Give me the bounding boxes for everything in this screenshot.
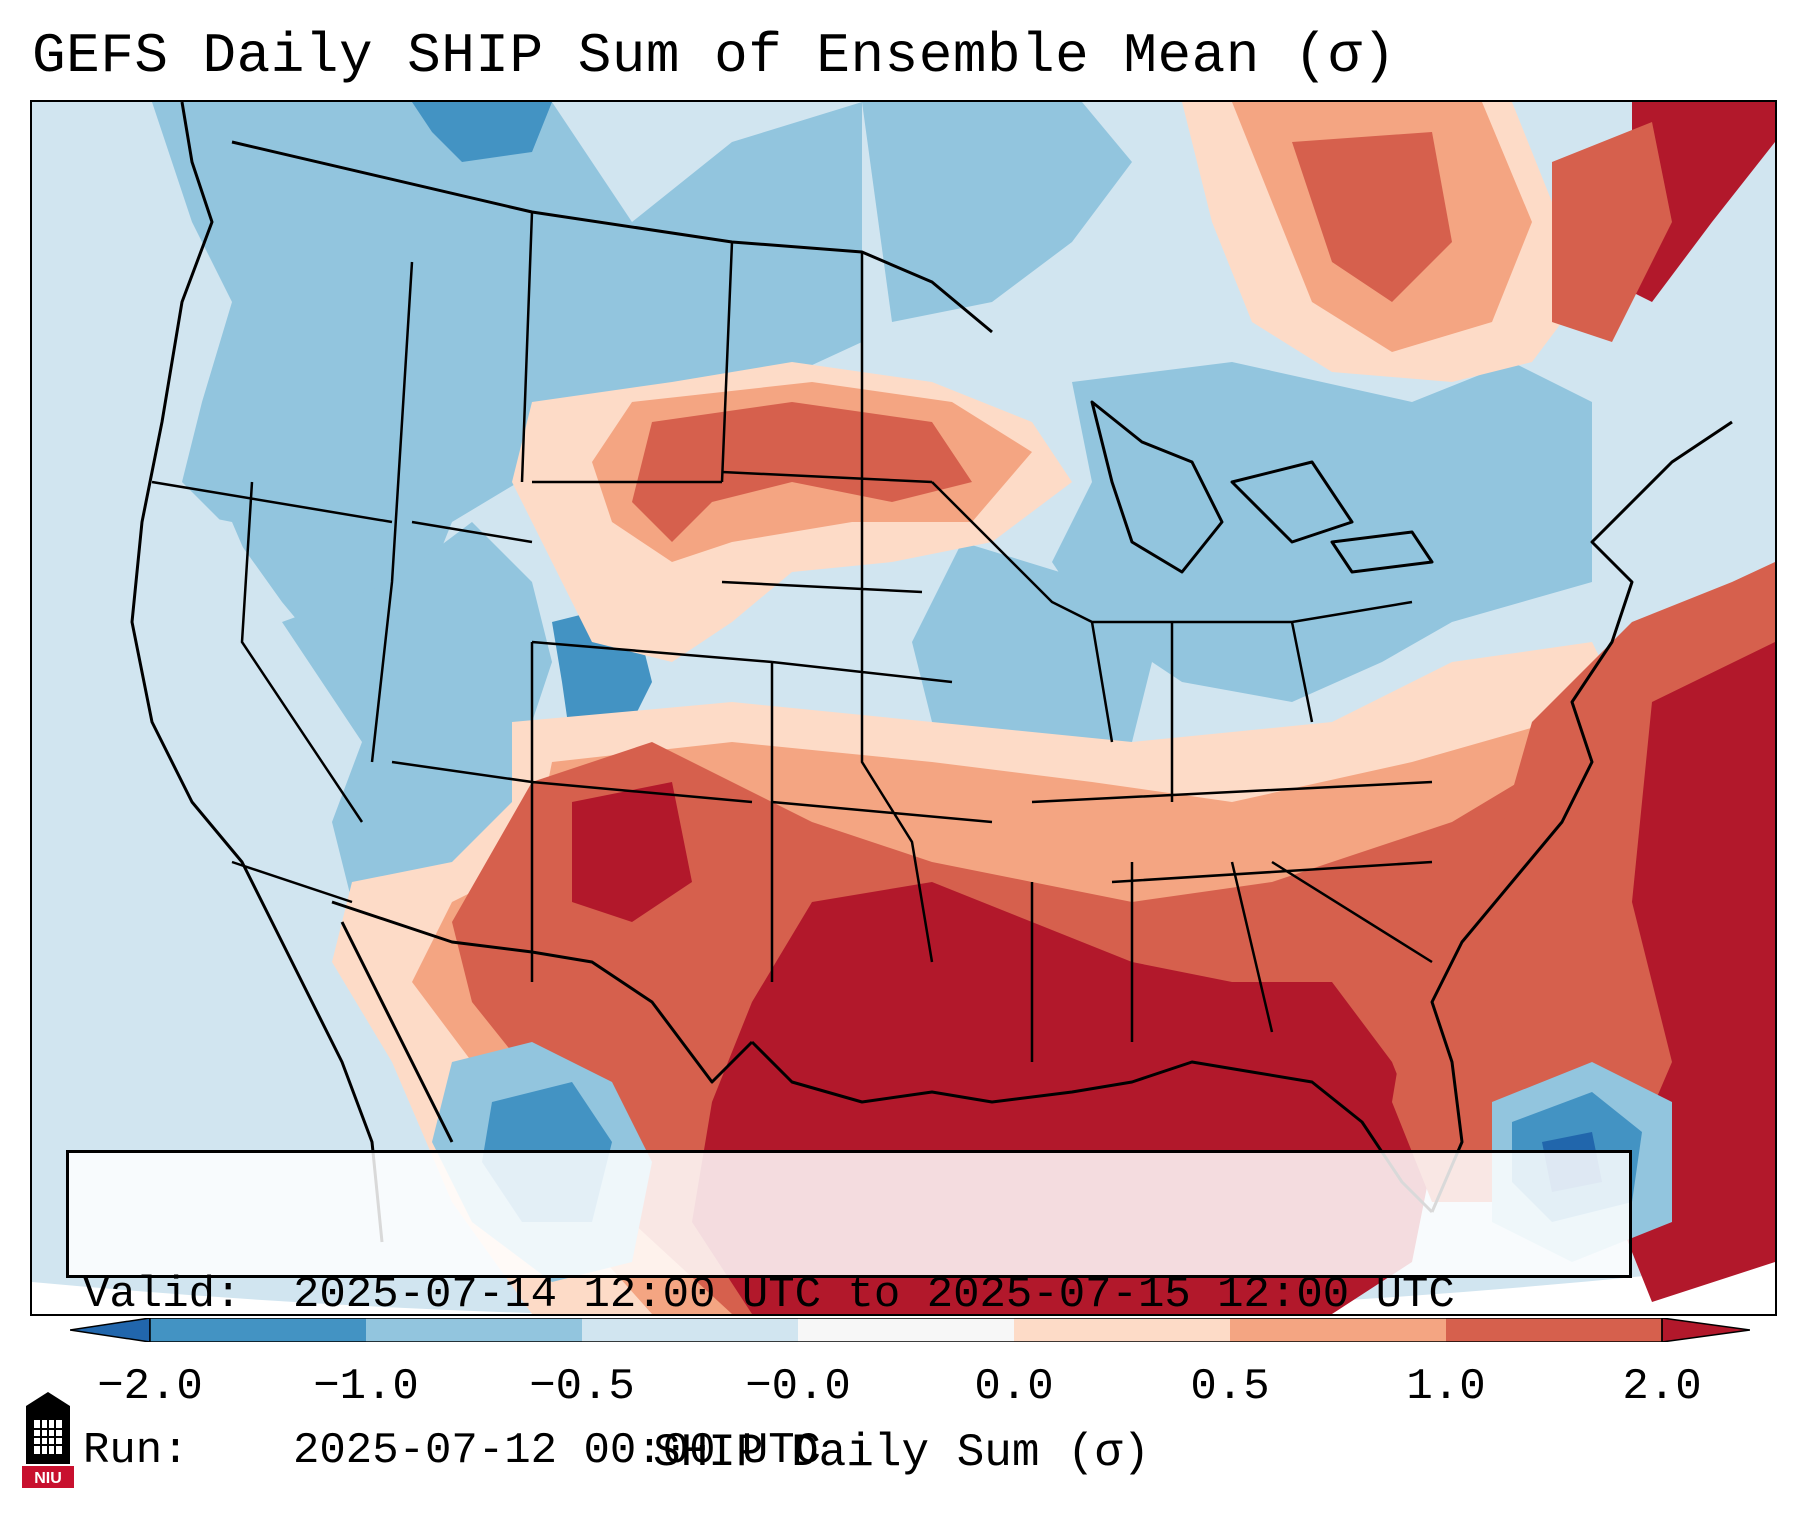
map-title: GEFS Daily SHIP Sum of Ensemble Mean (σ) (32, 24, 1397, 88)
colorbar-extend-high (1661, 1318, 1750, 1342)
anomaly-region-dakotas-mod-pos (632, 402, 972, 542)
anomaly-region-gulf-strong-pos (572, 782, 692, 922)
state-border-midwest (931, 481, 1433, 884)
gulf-coast (750, 1040, 1434, 1214)
canada-border (231, 140, 993, 334)
state-borders (151, 211, 1433, 1062)
logo-banner (22, 1466, 74, 1488)
anomaly-region-new-england-slight-neg (1592, 262, 1775, 622)
colorbar (70, 1318, 1750, 1342)
colorbar-label: SHIP Daily Sum (σ) (653, 1427, 1150, 1479)
logo-text: NIU (34, 1470, 62, 1487)
colorbar-tick-7: 2.0 (1622, 1362, 1702, 1412)
colorbar-extend-low (70, 1318, 151, 1342)
coastlines (130, 102, 1733, 1243)
west-coast (130, 102, 384, 1243)
anomaly-region-southwest-weak-neg (282, 522, 552, 922)
baja-peninsula (340, 921, 454, 1143)
east-coast (1430, 420, 1733, 1213)
anomaly-region-great-lakes-weak-neg (1052, 362, 1632, 702)
colorbar-tick-0: −2.0 (97, 1362, 203, 1412)
anomaly-region-west-slight-neg (132, 502, 362, 902)
run-label: Run: (83, 1426, 189, 1476)
colorbar-tick-6: 1.0 (1406, 1362, 1486, 1412)
mexico-border (331, 900, 754, 1084)
state-border-plains (721, 252, 993, 963)
anomaly-region-northwest-weak-neg (152, 102, 862, 662)
colorbar-segment-5 (1014, 1318, 1230, 1342)
colorbar-segment-6 (1230, 1318, 1446, 1342)
colorbar-tick-2: −0.5 (529, 1362, 635, 1412)
valid-row: Valid: 2025-07-14 12:00 UTC to 2025-07-15… (83, 1269, 1629, 1321)
colorbar-segment-7 (1446, 1318, 1662, 1342)
colorbar-segment-2 (366, 1318, 582, 1342)
colorbar-tick-3: −0.0 (745, 1362, 851, 1412)
great-lakes (1090, 400, 1434, 574)
colorbar-segment-3 (582, 1318, 798, 1342)
state-border-southeast (1030, 860, 1433, 1062)
colorbar-tick-5: 0.5 (1190, 1362, 1270, 1412)
run-row: Run: 2025-07-12 00:00 UTC (83, 1425, 1629, 1477)
logo-window-lines (34, 1420, 62, 1454)
niu-logo: NIU (22, 1392, 74, 1488)
anomaly-map (32, 102, 1775, 1314)
anomaly-region-quebec-mod-pos (1292, 132, 1452, 302)
state-border-rockies (370, 211, 774, 982)
run-value: 2025-07-12 00:00 UTC (293, 1426, 822, 1476)
valid-run-infobox: Valid: 2025-07-14 12:00 UTC to 2025-07-15… (66, 1150, 1632, 1476)
anomaly-region-midwest-weak-neg (912, 542, 1152, 762)
logo-roof (26, 1392, 70, 1406)
valid-label: Valid: (83, 1270, 242, 1320)
map-panel (30, 100, 1777, 1316)
state-border-west (151, 480, 393, 904)
colorbar-outline (149, 1318, 1663, 1342)
colorbar-tick-4: 0.0 (974, 1362, 1054, 1412)
colorbar-segment-4 (798, 1318, 1014, 1342)
anomaly-region-maritimes-mod-pos (1552, 122, 1672, 342)
colorbar-segment-1 (150, 1318, 366, 1342)
colorbar-tick-1: −1.0 (313, 1362, 419, 1412)
anomaly-region-canada-weak-neg (862, 102, 1132, 322)
valid-value: 2025-07-14 12:00 UTC to 2025-07-15 12:00… (293, 1270, 1455, 1320)
anomaly-region-montana-mod-neg (412, 102, 552, 162)
